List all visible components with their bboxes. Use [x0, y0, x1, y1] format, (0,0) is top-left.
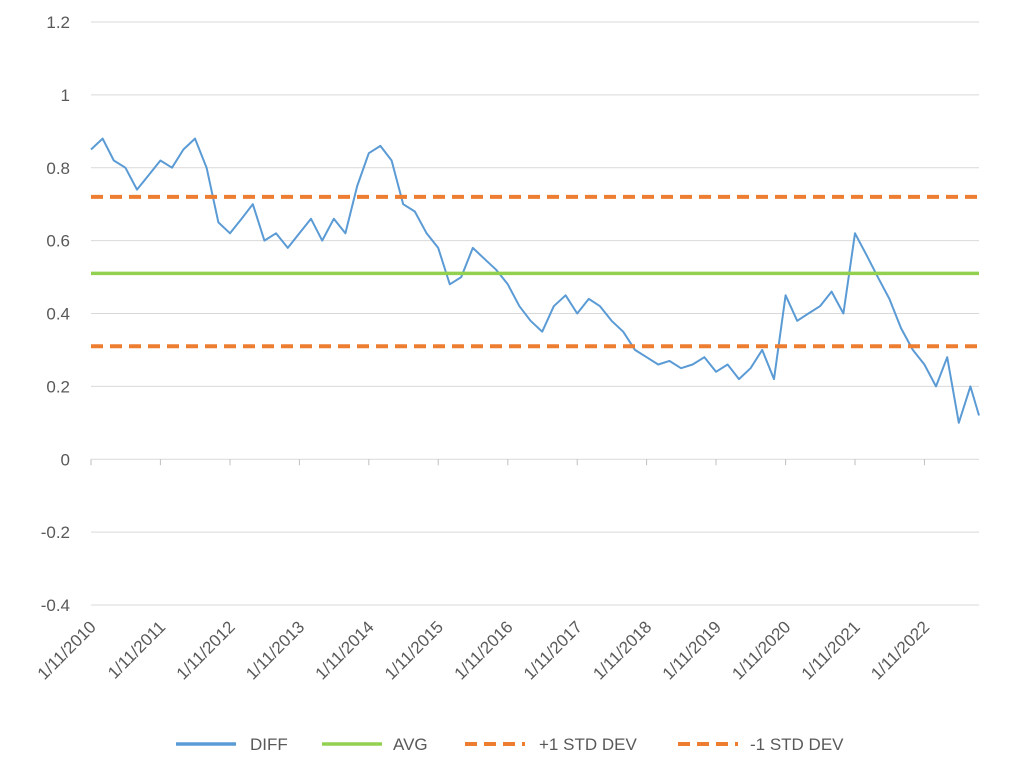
y-tick-label: 0.2 [46, 377, 70, 396]
y-tick-label: 1.2 [46, 13, 70, 32]
x-tick-label: 1/11/2020 [728, 617, 794, 683]
legend-label: +1 STD DEV [539, 735, 637, 754]
legend: DIFF AVG +1 STD DEV -1 STD DEV [176, 735, 844, 754]
y-tick-label: -0.4 [41, 596, 70, 615]
x-axis: 1/11/2010 1/11/2011 1/11/2012 1/11/2013 1/11… [34, 459, 933, 683]
x-tick-label: 1/11/2010 [34, 617, 100, 683]
x-tick-label: 1/11/2021 [798, 617, 864, 683]
x-tick-label: 1/11/2011 [104, 617, 169, 682]
y-tick-label: 0 [61, 450, 70, 469]
gridlines [91, 21, 979, 606]
x-tick-label: 1/11/2015 [381, 617, 447, 683]
series-layer [90, 137, 980, 424]
series-line-diff [90, 137, 980, 424]
y-tick-label: 1 [61, 86, 70, 105]
x-tick-label: 1/11/2017 [520, 617, 586, 683]
x-tick-label: 1/11/2016 [451, 617, 517, 683]
x-tick-label: 1/11/2013 [242, 617, 308, 683]
x-tick-label: 1/11/2022 [867, 617, 933, 683]
y-tick-label: 0.4 [46, 305, 70, 324]
x-tick-label: 1/11/2018 [589, 617, 655, 683]
y-tick-label: 0.8 [46, 159, 70, 178]
x-tick-label: 1/11/2014 [312, 617, 378, 683]
y-tick-label: 0.6 [46, 232, 70, 251]
legend-label: DIFF [250, 735, 288, 754]
legend-label: AVG [393, 735, 428, 754]
y-axis: 1.2 1 0.8 0.6 0.4 0.2 0 -0.2 -0.4 [41, 13, 70, 615]
legend-label: -1 STD DEV [750, 735, 844, 754]
x-tick-label: 1/11/2019 [659, 617, 725, 683]
x-tick-label: 1/11/2012 [173, 617, 239, 683]
y-tick-label: -0.2 [41, 523, 70, 542]
